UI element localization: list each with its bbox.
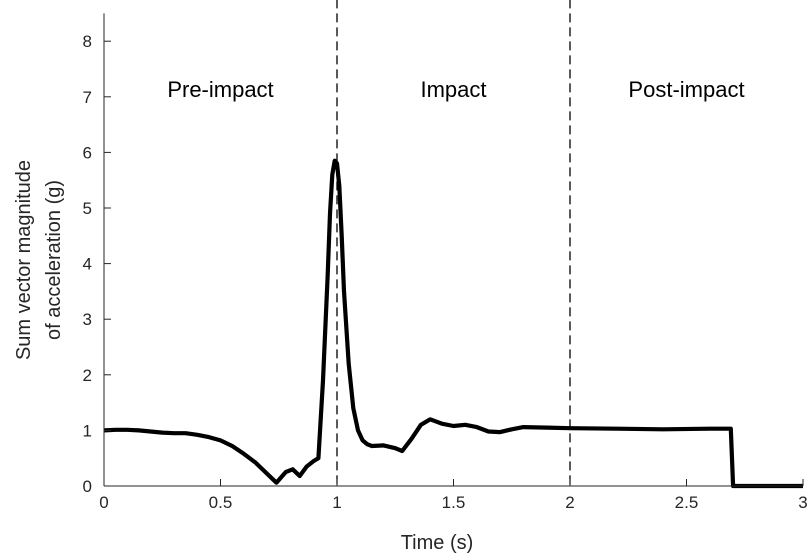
- phase-label: Post-impact: [628, 77, 744, 102]
- y-tick-label: 5: [83, 199, 92, 218]
- x-tick-label: 1.5: [442, 493, 466, 512]
- y-ticks: 0 1 2 3 4 5 6 7 8: [83, 32, 111, 496]
- y-tick-label: 1: [83, 421, 92, 440]
- phase-label: Impact: [420, 77, 486, 102]
- x-axis-title: Time (s): [401, 532, 474, 553]
- phase-dividers: [336, 0, 571, 486]
- x-tick-label: 1: [332, 493, 341, 512]
- x-tick-label: 2: [565, 493, 574, 512]
- phase-label: Pre-impact: [167, 77, 273, 102]
- series-line: [103, 158, 803, 489]
- y-tick-label: 8: [83, 32, 92, 51]
- y-axis-title-line-1: Sum vector magnitude: [13, 160, 35, 360]
- phase-labels: Pre-impact Impact Post-impact: [167, 77, 744, 102]
- y-axis-title-line-2: of acceleration (g): [43, 180, 65, 340]
- y-tick-label: 4: [83, 255, 92, 274]
- x-tick-label: 2.5: [675, 493, 699, 512]
- y-tick-label: 3: [83, 310, 92, 329]
- y-tick-label: 6: [83, 143, 92, 162]
- x-tick-label: 0: [99, 493, 108, 512]
- y-tick-label: 7: [83, 88, 92, 107]
- y-tick-label: 2: [83, 366, 92, 385]
- y-tick-label: 0: [83, 477, 92, 496]
- x-ticks: 0 0.5 1 1.5 2 2.5 3: [99, 479, 808, 512]
- series-layer: [103, 158, 803, 489]
- x-tick-label: 3: [798, 493, 807, 512]
- x-tick-label: 0.5: [209, 493, 233, 512]
